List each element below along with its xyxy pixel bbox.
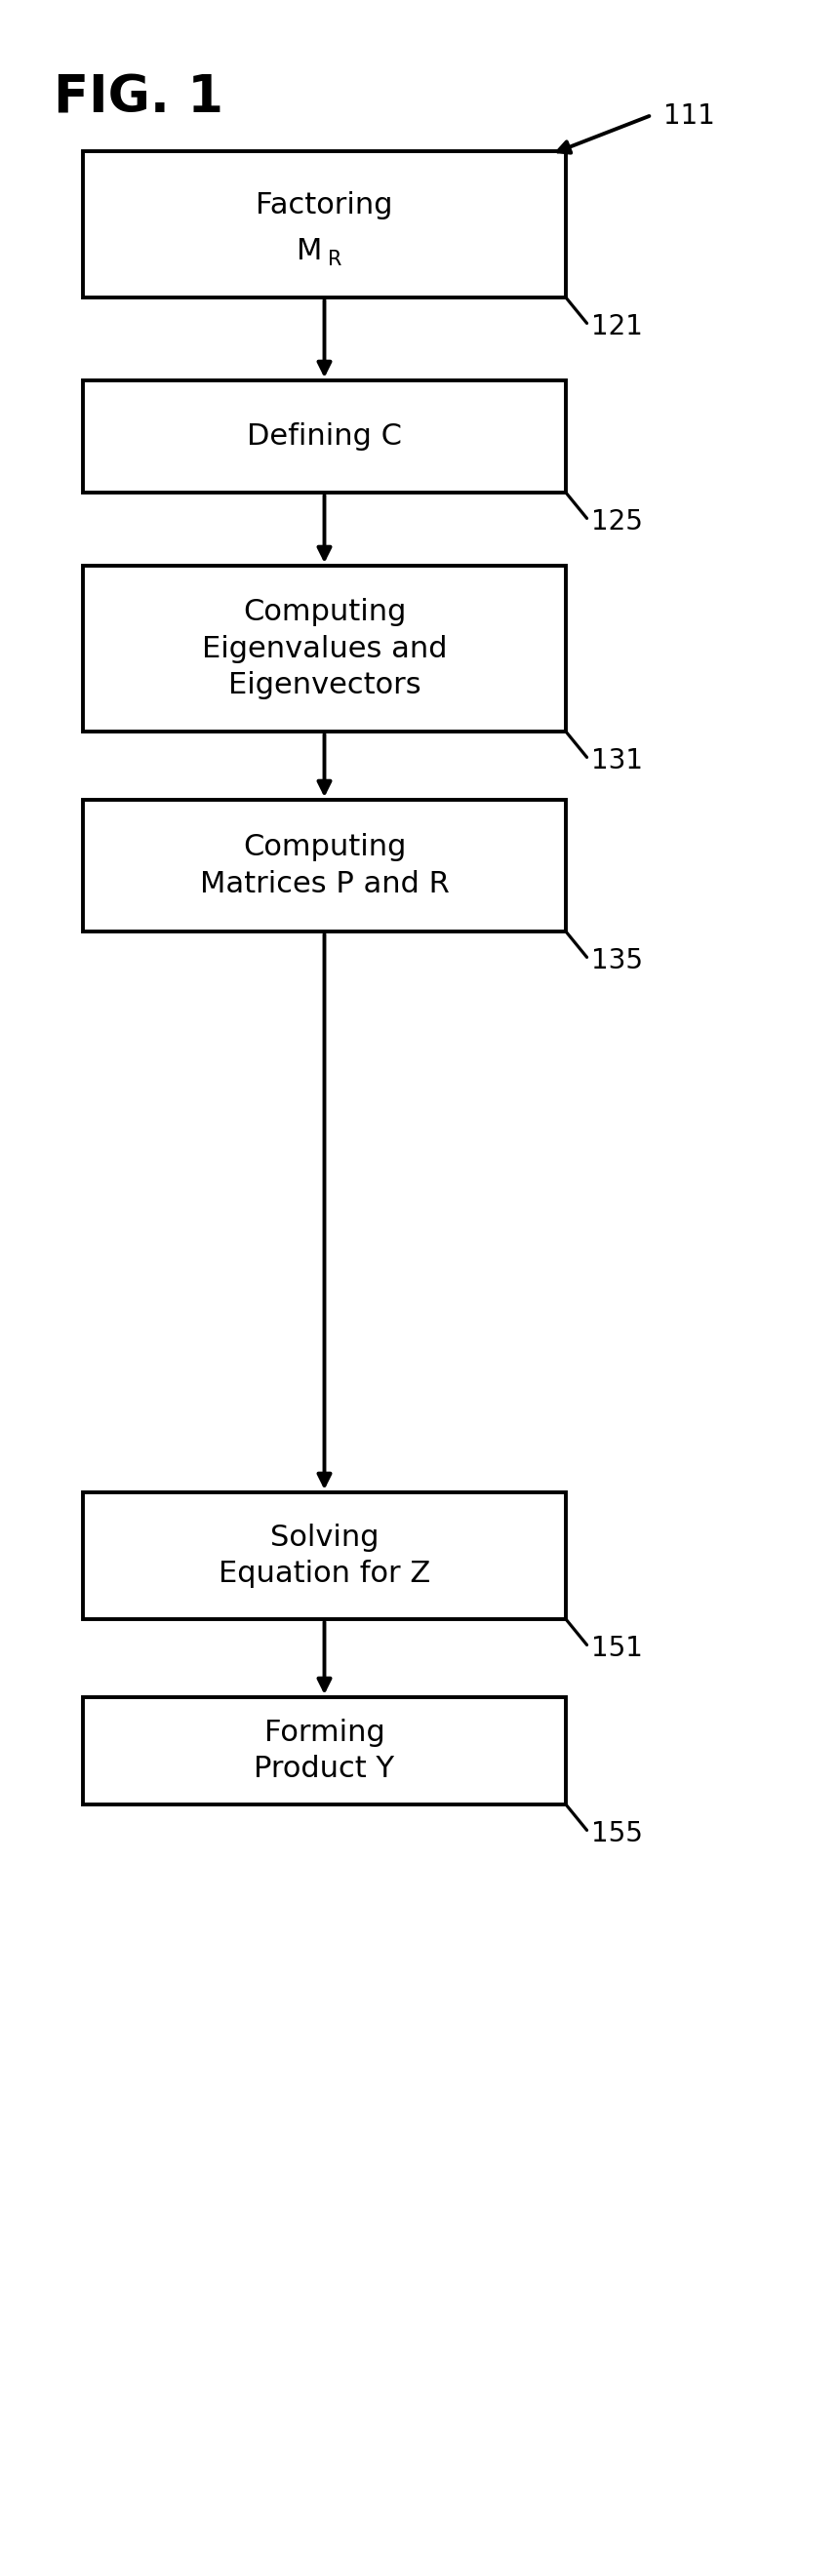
- Bar: [83, 1698, 565, 1803]
- Text: 131: 131: [591, 747, 642, 775]
- Text: Factoring: Factoring: [255, 191, 392, 219]
- Text: FIG. 1: FIG. 1: [54, 72, 223, 124]
- Text: 111: 111: [663, 103, 714, 129]
- Bar: [83, 567, 565, 732]
- Text: M: M: [296, 237, 322, 265]
- Text: Defining C: Defining C: [247, 422, 402, 451]
- Bar: [83, 381, 565, 492]
- Text: 121: 121: [591, 312, 642, 340]
- Text: 135: 135: [591, 948, 642, 974]
- Text: 155: 155: [591, 1819, 642, 1847]
- Text: Forming
Product Y: Forming Product Y: [254, 1718, 394, 1783]
- Text: 151: 151: [591, 1636, 642, 1662]
- Text: Computing
Matrices P and R: Computing Matrices P and R: [199, 835, 449, 899]
- Text: R: R: [327, 250, 341, 270]
- Text: 125: 125: [591, 507, 642, 536]
- Text: Solving
Equation for Z: Solving Equation for Z: [218, 1522, 430, 1587]
- Bar: [83, 152, 565, 296]
- Text: Computing
Eigenvalues and
Eigenvectors: Computing Eigenvalues and Eigenvectors: [202, 598, 447, 698]
- Bar: [83, 799, 565, 933]
- Bar: [83, 1492, 565, 1620]
